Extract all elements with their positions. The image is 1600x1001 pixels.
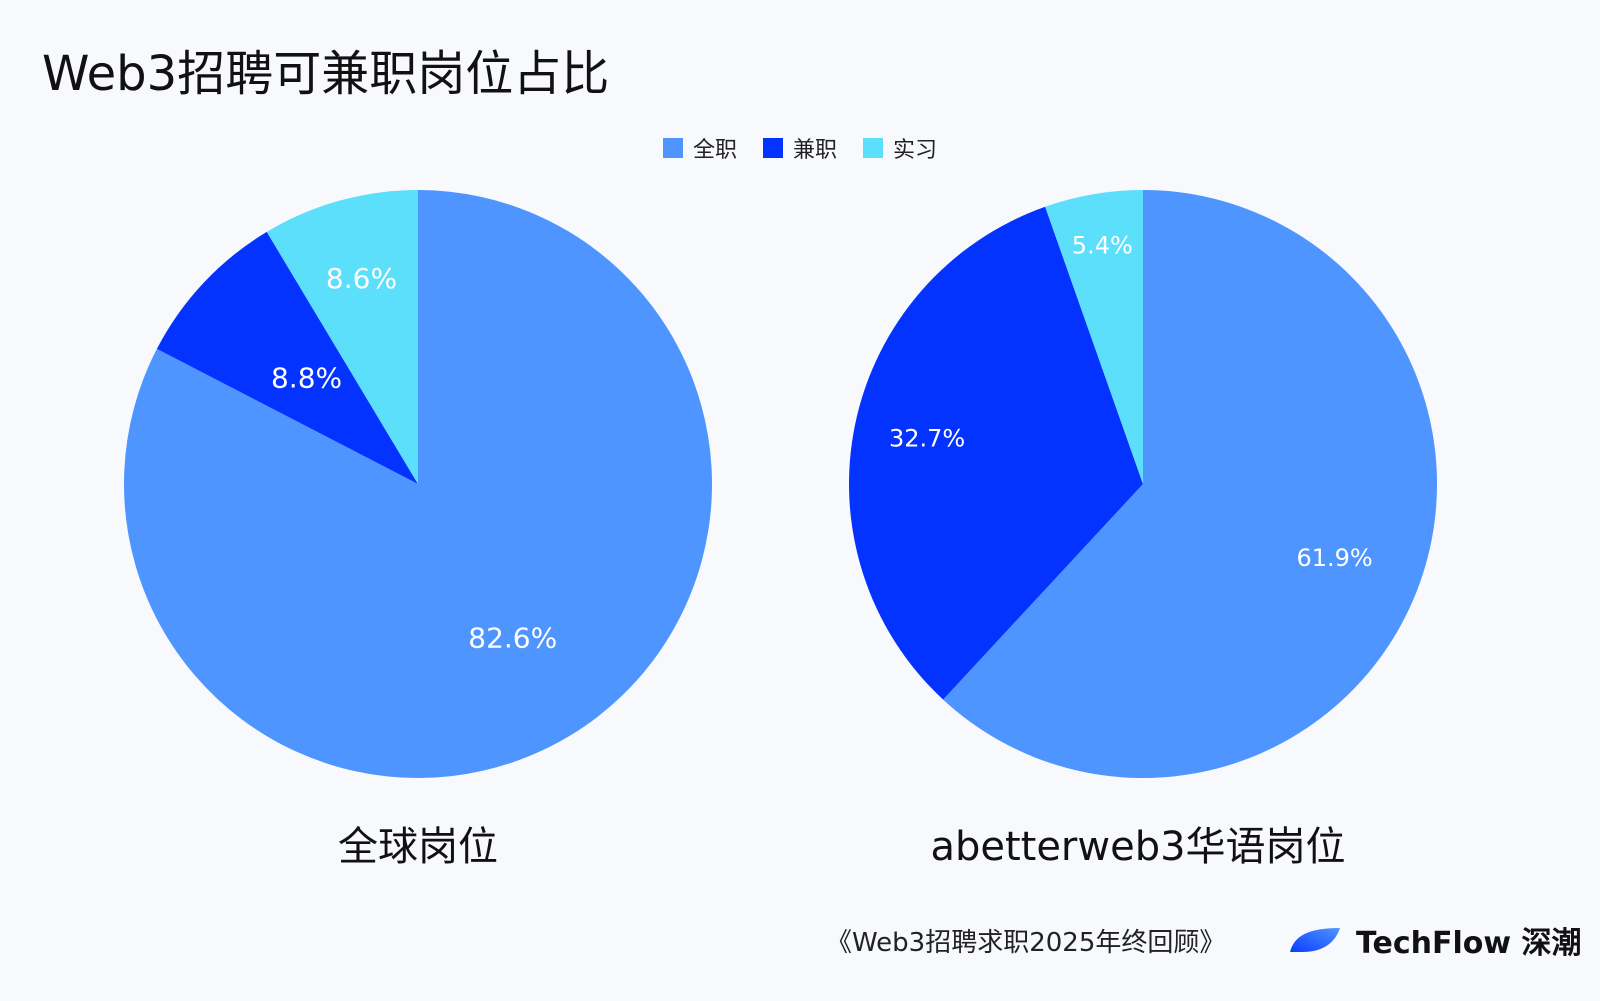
legend-swatch-full-time: [662, 138, 683, 158]
pie-0-slice-part-time[interactable]: [156, 231, 418, 484]
pie-1-slice-internship[interactable]: [1045, 190, 1143, 484]
pie-1-slice-part-time[interactable]: [849, 206, 1143, 700]
legend-item-part-time[interactable]: 兼职: [762, 132, 837, 164]
legend-item-full-time[interactable]: 全职: [662, 132, 737, 164]
pie-1-slice-full-time[interactable]: [943, 190, 1437, 778]
pie-1-label-full-time: 61.9%: [1296, 544, 1372, 572]
pie-0-slice-full-time[interactable]: [123, 190, 712, 778]
legend-label-internship: 实习: [893, 138, 938, 163]
pie-1-label-internship: 5.4%: [1072, 231, 1133, 259]
brand-name: TechFlow 深潮: [1356, 926, 1582, 961]
legend-label-full-time: 全职: [692, 138, 737, 163]
legend-item-internship[interactable]: 实习: [863, 132, 937, 164]
pie-title-chinese: abetterweb3华语岗位: [930, 824, 1346, 870]
legend-swatch-part-time: [762, 138, 783, 158]
pie-0-label-internship: 8.6%: [326, 262, 397, 295]
chart-title: Web3招聘可兼职岗位占比: [42, 46, 610, 102]
legend: 全职 兼职 实习: [0, 132, 1600, 164]
pie-chart-global: 82.6% 8.8% 8.6%: [123, 190, 712, 778]
legend-swatch-internship: [863, 138, 883, 158]
footer-source: 《Web3招聘求职2025年终回顾》: [826, 928, 1226, 958]
pie-0-slice-internship[interactable]: [266, 190, 418, 484]
pie-title-global: 全球岗位: [338, 824, 498, 870]
pie-0-label-part-time: 8.8%: [271, 361, 342, 394]
pie-chart-chinese: 61.9% 32.7% 5.4%: [849, 190, 1437, 778]
techflow-logo-icon: [1290, 928, 1340, 952]
pie-0-label-full-time: 82.6%: [468, 622, 557, 655]
pie-1-label-part-time: 32.7%: [889, 424, 965, 452]
legend-label-part-time: 兼职: [792, 138, 837, 163]
brand[interactable]: TechFlow 深潮: [1288, 918, 1582, 962]
